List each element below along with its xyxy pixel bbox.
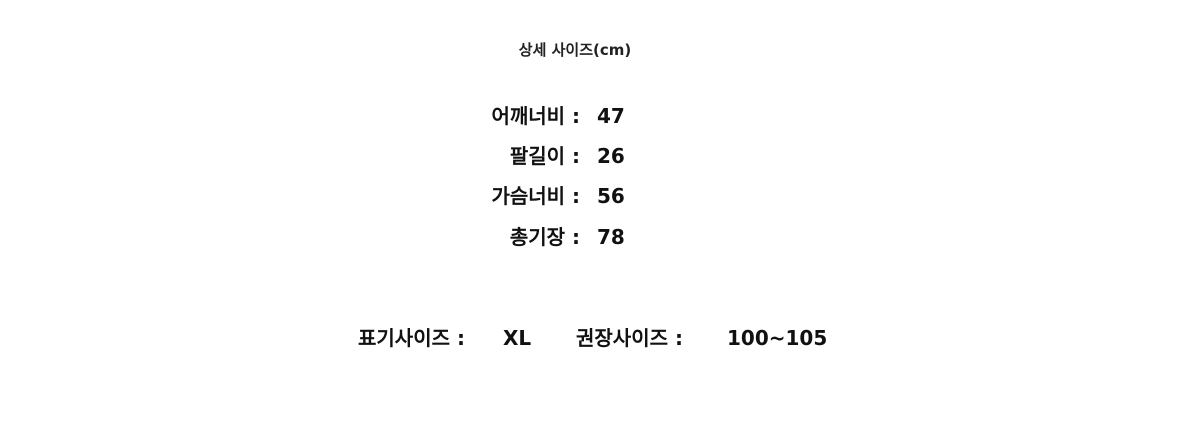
measurement-value: 47 xyxy=(597,104,625,128)
measurement-row: 팔길이 : 26 xyxy=(0,142,1200,170)
recommended-size-label: 권장사이즈 : xyxy=(576,326,683,350)
measurement-value: 78 xyxy=(597,225,625,249)
labeled-size-label: 표기사이즈 : xyxy=(358,326,465,350)
measurement-label: 총기장 : xyxy=(509,225,580,249)
measurement-row: 어깨너비 : 47 xyxy=(0,102,1200,130)
size-title: 상세 사이즈(cm) xyxy=(518,41,632,59)
measurement-value: 56 xyxy=(597,184,625,208)
labeled-size-value: XL xyxy=(503,326,532,350)
measurement-row: 총기장 : 78 xyxy=(0,223,1200,251)
measurement-label: 가슴너비 : xyxy=(491,184,580,208)
measurement-row: 가슴너비 : 56 xyxy=(0,182,1200,210)
recommended-size-value: 100~105 xyxy=(727,326,828,350)
measurement-label: 어깨너비 : xyxy=(491,104,580,128)
measurement-label: 팔길이 : xyxy=(509,144,580,168)
measurement-value: 26 xyxy=(597,144,625,168)
